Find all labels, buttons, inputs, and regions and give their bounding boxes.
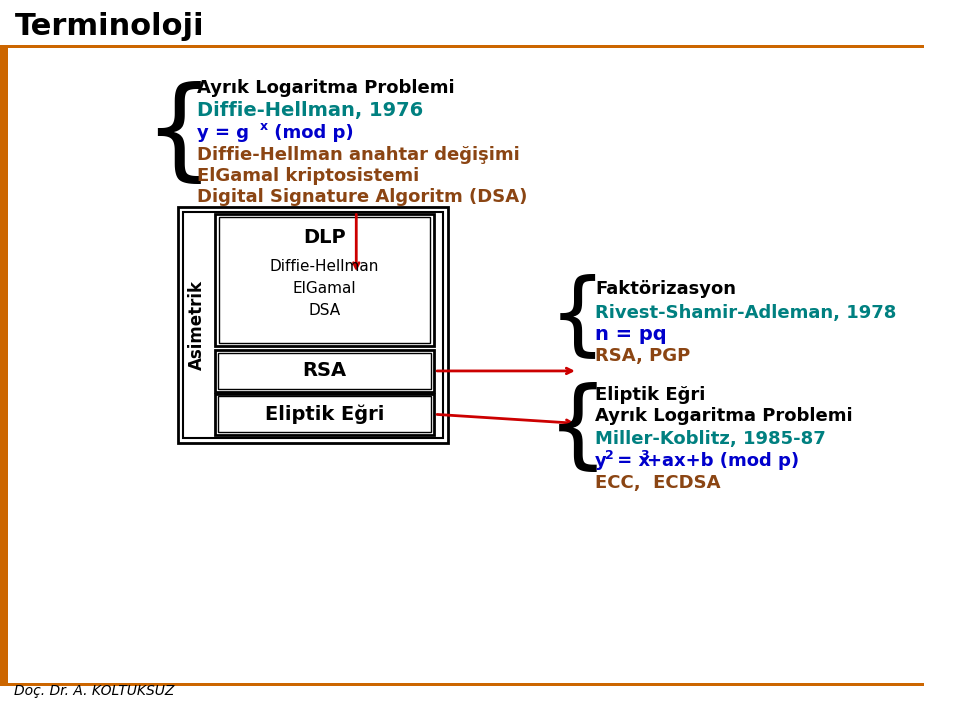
Text: ECC,  ECDSA: ECC, ECDSA [595,474,721,492]
Text: Ayrık Logaritma Problemi: Ayrık Logaritma Problemi [198,79,455,97]
Text: Terminoloji: Terminoloji [14,12,204,41]
FancyBboxPatch shape [183,212,443,438]
Text: {: { [547,382,609,474]
FancyBboxPatch shape [219,217,430,343]
FancyBboxPatch shape [215,214,434,346]
FancyBboxPatch shape [215,394,434,435]
FancyBboxPatch shape [179,207,447,443]
Text: 3: 3 [640,449,649,462]
Text: Eliptik Eğri: Eliptik Eğri [595,385,706,403]
Bar [0,45,924,48]
Text: Asimetrik: Asimetrik [188,280,206,370]
Text: ElGamal kriptosistemi: ElGamal kriptosistemi [198,167,420,185]
FancyBboxPatch shape [215,350,434,392]
Text: Eliptik Eğri: Eliptik Eğri [265,405,384,424]
Text: Diffie-Hellman: Diffie-Hellman [270,259,379,274]
Text: y: y [595,452,607,470]
FancyBboxPatch shape [218,397,431,432]
Bar [0,48,8,683]
Text: {: { [549,274,607,361]
Text: DLP: DLP [303,228,346,247]
Text: 2: 2 [605,449,613,462]
Text: RSA: RSA [302,361,347,380]
Text: Miller-Koblitz, 1985-87: Miller-Koblitz, 1985-87 [595,430,826,448]
Text: Doç. Dr. A. KOLTUKSUZ: Doç. Dr. A. KOLTUKSUZ [14,684,175,698]
Text: = x: = x [612,452,651,470]
Text: +ax+b (mod p): +ax+b (mod p) [647,452,799,470]
Text: x: x [260,120,268,133]
Text: {: { [143,81,213,188]
Bar [0,683,924,686]
Text: Diffie-Hellman anahtar değişimi: Diffie-Hellman anahtar değişimi [198,145,520,163]
Text: Faktörizasyon: Faktörizasyon [595,279,736,297]
Text: ElGamal: ElGamal [293,281,356,296]
FancyBboxPatch shape [218,353,431,389]
Text: Diffie-Hellman, 1976: Diffie-Hellman, 1976 [198,101,423,120]
Text: (mod p): (mod p) [268,124,353,142]
Text: RSA, PGP: RSA, PGP [595,347,690,365]
Text: Digital Signature Algoritm (DSA): Digital Signature Algoritm (DSA) [198,188,528,206]
Text: Ayrık Logaritma Problemi: Ayrık Logaritma Problemi [595,407,852,425]
Text: DSA: DSA [308,303,341,318]
Text: y = g: y = g [198,124,250,142]
Text: Rivest-Shamir-Adleman, 1978: Rivest-Shamir-Adleman, 1978 [595,304,897,322]
Text: n = pq: n = pq [595,325,666,344]
